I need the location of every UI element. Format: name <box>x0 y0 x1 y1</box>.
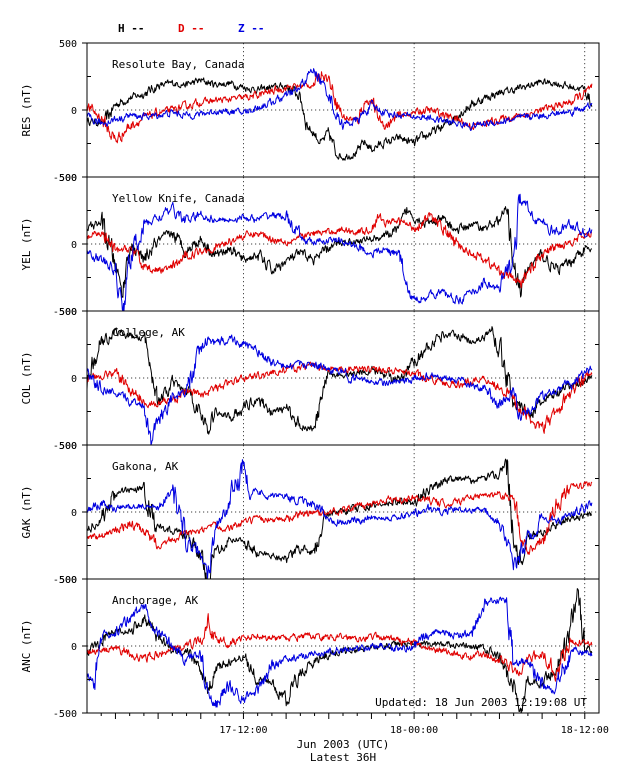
series-d-line <box>87 613 593 682</box>
series-z-line <box>87 68 593 131</box>
x-axis: 17-12:00 18-00:00 18-12:00 <box>100 713 609 736</box>
y-tick-label: 0 <box>71 642 77 653</box>
series-z-line <box>87 334 593 445</box>
panel-yel: 500 0 -500 YEL (nT) Yellow Knife, Canada <box>20 173 600 318</box>
legend-label: H -- <box>118 22 145 35</box>
y-tick-label: -500 <box>53 441 77 452</box>
x-tick-label: 18-00:00 <box>390 725 438 736</box>
y-tick-label: 500 <box>59 441 77 452</box>
y-tick-label: -500 <box>53 709 77 720</box>
x-tick-label: 17-12:00 <box>219 725 267 736</box>
y-axis-label: GAK (nT) <box>20 486 33 539</box>
series-d-line <box>87 212 592 289</box>
y-tick-label: 500 <box>59 173 77 184</box>
series-h-line <box>87 588 593 713</box>
panel-gak: 500 0 -500 GAK (nT) Gakona, AK <box>20 441 600 586</box>
site-name: Gakona, AK <box>112 460 179 473</box>
legend-item-d: D -- <box>178 22 205 35</box>
legend-label: D -- <box>178 22 205 35</box>
y-tick-label: 0 <box>71 106 77 117</box>
series-z-line <box>87 596 593 708</box>
y-tick-label: -500 <box>53 575 77 586</box>
y-tick-label: 0 <box>71 240 77 251</box>
panel-anc: 500 0 -500 ANC (nT) Anchorage, AK <box>20 575 600 720</box>
y-tick-label: 0 <box>71 374 77 385</box>
legend-item-h: H -- <box>118 22 145 35</box>
series-d-line <box>87 481 593 555</box>
legend-label: Z -- <box>238 22 265 35</box>
chart-panels: 500 0 -500 RES (nT) Resolute Bay, Canada 500 0… <box>20 39 600 720</box>
series-z-line <box>87 193 593 311</box>
y-tick-label: -500 <box>53 307 77 318</box>
updated-timestamp: Updated: 18 Jun 2003 12:19:08 UT <box>375 696 587 709</box>
y-axis-label: RES (nT) <box>20 84 33 137</box>
legend-item-z: Z -- <box>238 22 265 35</box>
y-axis-label: COL (nT) <box>20 352 33 405</box>
site-name: Anchorage, AK <box>112 594 198 607</box>
x-tick-label: 18-12:00 <box>561 725 609 736</box>
y-tick-label: -500 <box>53 173 77 184</box>
panel-res: 500 0 -500 RES (nT) Resolute Bay, Canada <box>20 39 600 184</box>
series-z-line <box>87 459 593 579</box>
site-name: Yellow Knife, Canada <box>112 192 244 205</box>
x-axis-sublabel: Latest 36H <box>310 751 376 764</box>
y-tick-label: 0 <box>71 508 77 519</box>
y-tick-label: 500 <box>59 39 77 50</box>
site-name: College, AK <box>112 326 185 339</box>
series-h-line <box>87 206 593 299</box>
site-name: Resolute Bay, Canada <box>112 58 244 71</box>
y-axis-label: YEL (nT) <box>20 218 33 271</box>
y-axis-label: ANC (nT) <box>20 620 33 673</box>
y-tick-label: 500 <box>59 575 77 586</box>
y-tick-label: 500 <box>59 307 77 318</box>
series-h-line <box>87 77 593 161</box>
x-axis-label: Jun 2003 (UTC) <box>297 738 390 751</box>
series-d-line <box>87 71 593 144</box>
chart-legend: H -- D -- Z -- <box>118 22 265 35</box>
panel-col: 500 0 -500 COL (nT) College, AK <box>20 307 600 452</box>
